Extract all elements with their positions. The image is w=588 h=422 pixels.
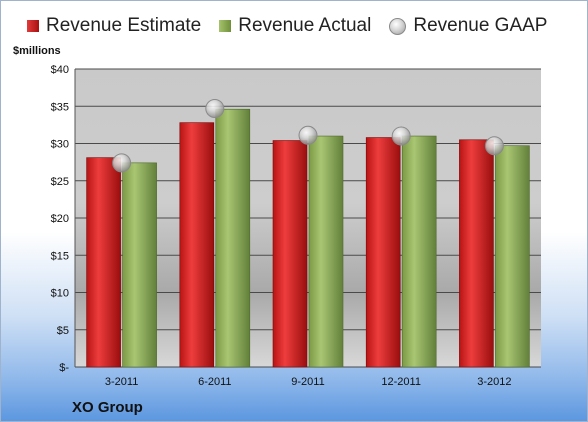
y-tick-label: $15 bbox=[51, 250, 69, 262]
legend-label-estimate: Revenue Estimate bbox=[46, 15, 202, 36]
point-revenue-gaap bbox=[391, 126, 411, 146]
x-tick-label: 3-2012 bbox=[477, 376, 511, 388]
point-revenue-gaap bbox=[205, 98, 225, 118]
bar-revenue-estimate bbox=[272, 140, 308, 368]
y-tick-label: $25 bbox=[51, 176, 69, 188]
point-revenue-gaap bbox=[298, 125, 318, 145]
point-revenue-gaap bbox=[112, 153, 132, 173]
bar-revenue-estimate bbox=[365, 137, 401, 368]
y-tick-label: $5 bbox=[57, 325, 69, 337]
y-axis-unit-label: $millions bbox=[13, 45, 61, 57]
bar-revenue-actual bbox=[215, 108, 251, 368]
bar-revenue-estimate bbox=[86, 157, 121, 368]
bar-revenue-estimate bbox=[459, 139, 494, 368]
y-tick-label: $40 bbox=[51, 64, 69, 76]
y-tick-label: $35 bbox=[51, 101, 69, 113]
legend-swatch-estimate bbox=[27, 20, 39, 32]
bar-revenue-actual bbox=[495, 145, 530, 368]
legend-label-actual: Revenue Actual bbox=[238, 15, 372, 36]
y-tick-label: $30 bbox=[51, 139, 69, 151]
company-name: XO Group bbox=[72, 399, 143, 416]
legend-item-actual: Revenue Actual bbox=[219, 15, 371, 37]
bar-revenue-actual bbox=[122, 162, 157, 368]
legend-label-gaap: Revenue GAAP bbox=[413, 15, 548, 36]
x-tick-label: 9-2011 bbox=[291, 376, 324, 388]
y-tick-label: $20 bbox=[51, 213, 69, 225]
x-tick-label: 6-2011 bbox=[198, 376, 231, 388]
x-tick-label: 3-2011 bbox=[105, 376, 138, 388]
legend-item-gaap: Revenue GAAP bbox=[389, 15, 547, 37]
bar-revenue-actual bbox=[308, 135, 344, 368]
legend-swatch-gaap bbox=[389, 17, 407, 35]
legend: Revenue Estimate Revenue Actual Revenue … bbox=[27, 15, 547, 37]
point-revenue-gaap bbox=[484, 136, 504, 156]
bar-revenue-actual bbox=[401, 135, 437, 368]
y-tick-label: $- bbox=[59, 362, 69, 374]
legend-swatch-actual bbox=[219, 20, 232, 32]
bar-revenue-estimate bbox=[179, 122, 215, 368]
legend-item-estimate: Revenue Estimate bbox=[27, 15, 201, 37]
x-tick-label: 12-2011 bbox=[381, 376, 421, 388]
y-tick-label: $10 bbox=[51, 288, 69, 300]
